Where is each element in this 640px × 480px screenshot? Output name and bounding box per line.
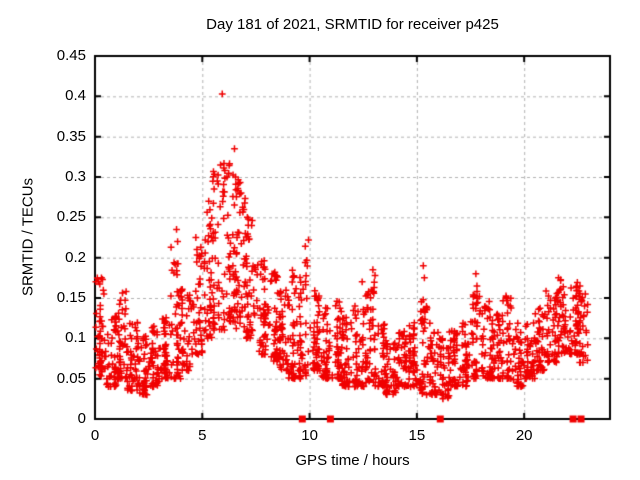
y-tick-label: 0.2 — [65, 248, 86, 266]
chart-title: Day 181 of 2021, SRMTID for receiver p42… — [206, 16, 499, 33]
y-tick-label: 0.15 — [56, 289, 86, 306]
x-tick-label: 0 — [90, 427, 100, 444]
x-tick-label: 15 — [408, 427, 426, 444]
x-axis-label: GPS time / hours — [295, 452, 410, 469]
y-tick-label: 0.35 — [56, 127, 86, 145]
y-tick-label: 0.3 — [65, 168, 86, 185]
y-tick-label: 0.05 — [56, 369, 86, 387]
y-tick-label: 0.25 — [56, 208, 86, 226]
y-axis-label-text: SRMTID / TECUs — [19, 177, 37, 297]
y-tick-label: 0.1 — [65, 329, 86, 347]
x-tick-label: 10 — [301, 427, 318, 444]
x-tick-label: 5 — [198, 427, 207, 444]
y-tick-label: 0.45 — [56, 47, 86, 64]
x-tick-label: 20 — [515, 427, 533, 444]
y-tick-label: 0 — [77, 410, 86, 427]
y-tick-label: 0.4 — [65, 87, 86, 105]
